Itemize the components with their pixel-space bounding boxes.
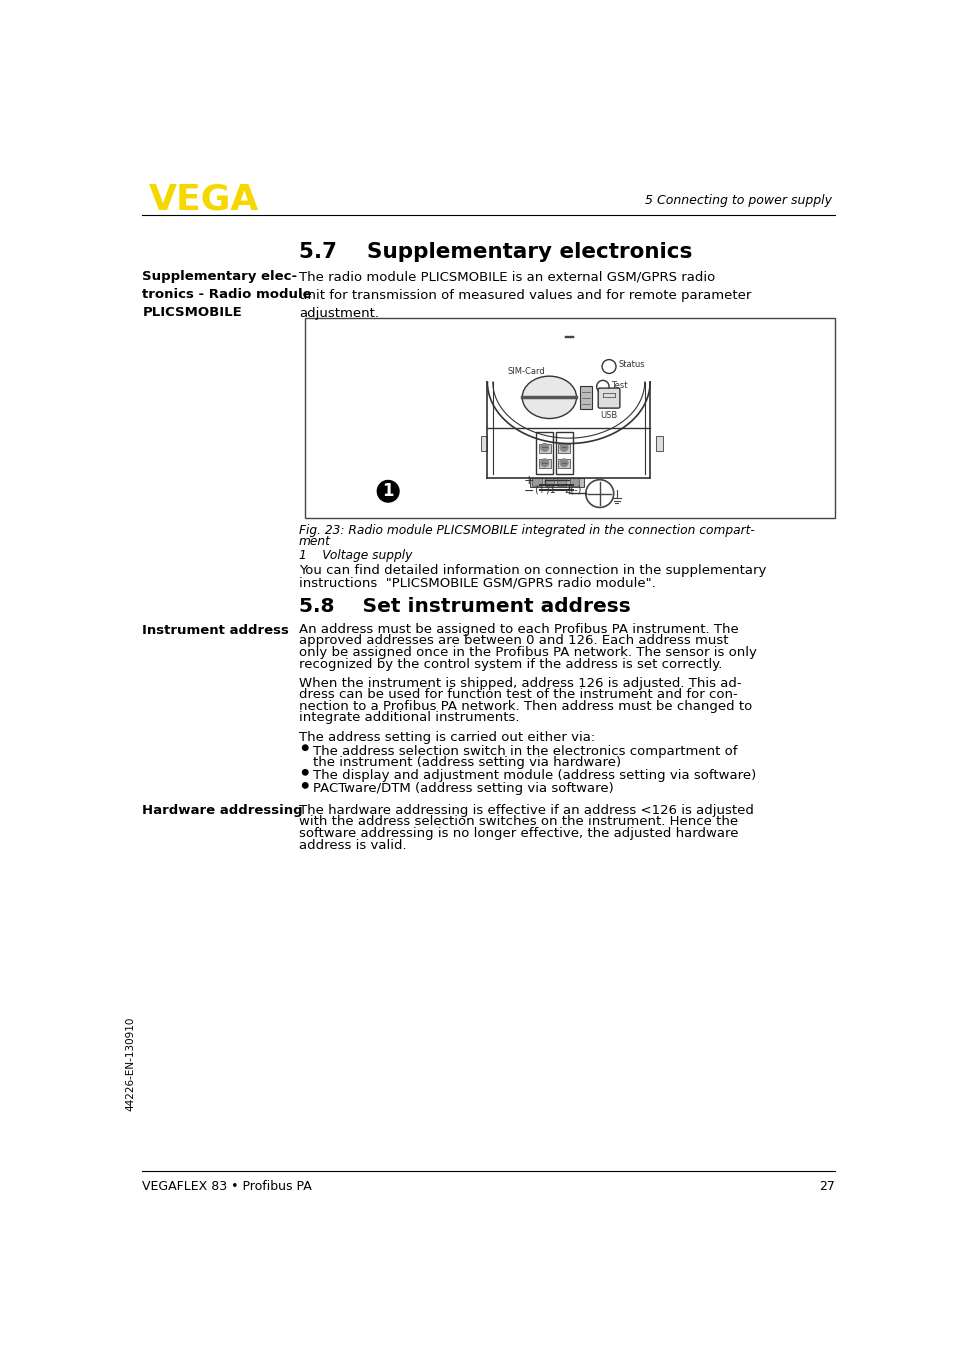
Text: Status: Status — [618, 360, 644, 370]
Text: Instrument address: Instrument address — [142, 624, 289, 638]
Text: The address setting is carried out either via:: The address setting is carried out eithe… — [298, 731, 595, 743]
Bar — [305, 318, 835, 519]
Text: 5.8    Set instrument address: 5.8 Set instrument address — [298, 597, 630, 616]
Text: software addressing is no longer effective, the adjusted hardware: software addressing is no longer effecti… — [298, 827, 738, 839]
Text: nection to a Profibus PA network. Then address must be changed to: nection to a Profibus PA network. Then a… — [298, 700, 752, 714]
Text: When the instrument is shipped, address 126 is adjusted. This ad-: When the instrument is shipped, address … — [298, 677, 740, 689]
Circle shape — [302, 745, 308, 750]
Circle shape — [302, 783, 308, 788]
Text: +: + — [522, 474, 534, 487]
Bar — [537, 459, 550, 468]
Circle shape — [559, 459, 567, 467]
Text: The display and adjustment module (address setting via software): The display and adjustment module (addre… — [313, 769, 756, 783]
Circle shape — [540, 444, 548, 451]
Text: dress can be used for function test of the instrument and for con-: dress can be used for function test of t… — [298, 688, 737, 701]
Text: The hardware addressing is effective if an address <126 is adjusted: The hardware addressing is effective if … — [298, 804, 753, 816]
Text: recognized by the control system if the address is set correctly.: recognized by the control system if the … — [298, 658, 721, 670]
Bar — [555, 432, 572, 474]
Ellipse shape — [521, 376, 576, 418]
Bar — [480, 436, 487, 451]
Text: Hardware addressing: Hardware addressing — [142, 804, 303, 816]
Bar — [537, 444, 550, 452]
Circle shape — [540, 459, 548, 467]
Text: instructions  "PLICSMOBILE GSM/GPRS radio module".: instructions "PLICSMOBILE GSM/GPRS radio… — [298, 577, 655, 590]
Circle shape — [559, 444, 567, 451]
Text: An address must be assigned to each Profibus PA instrument. The: An address must be assigned to each Prof… — [298, 623, 738, 636]
Circle shape — [377, 481, 398, 502]
Text: 2(-): 2(-) — [563, 485, 581, 494]
Text: The address selection switch in the electronics compartment of: The address selection switch in the elec… — [313, 745, 737, 758]
Text: (+)1: (+)1 — [534, 485, 555, 494]
Bar — [656, 436, 661, 451]
Text: The radio module PLICSMOBILE is an external GSM/GPRS radio
unit for transmission: The radio module PLICSMOBILE is an exter… — [298, 271, 751, 321]
Text: integrate additional instruments.: integrate additional instruments. — [298, 711, 519, 724]
Bar — [558, 459, 570, 468]
Text: Supplementary elec-
tronics - Radio module
PLICSMOBILE: Supplementary elec- tronics - Radio modu… — [142, 271, 312, 320]
Text: 27: 27 — [819, 1181, 835, 1193]
FancyBboxPatch shape — [598, 389, 619, 408]
Text: PACTware/DTM (address setting via software): PACTware/DTM (address setting via softwa… — [313, 783, 613, 795]
Text: 44226-EN-130910: 44226-EN-130910 — [126, 1017, 135, 1110]
Text: VEGA: VEGA — [149, 183, 259, 217]
Text: Test: Test — [611, 380, 627, 390]
Text: You can find detailed information on connection in the supplementary: You can find detailed information on con… — [298, 565, 765, 577]
Bar — [569, 478, 578, 486]
Bar — [557, 478, 566, 486]
Text: with the address selection switches on the instrument. Hence the: with the address selection switches on t… — [298, 815, 738, 829]
Text: address is valid.: address is valid. — [298, 838, 406, 852]
Text: SIM-Card: SIM-Card — [507, 367, 544, 375]
Circle shape — [302, 769, 308, 774]
Bar — [530, 478, 583, 487]
Bar — [558, 444, 570, 452]
Text: 1: 1 — [382, 482, 394, 500]
Bar — [536, 432, 553, 474]
Text: VEGAFLEX 83 • Profibus PA: VEGAFLEX 83 • Profibus PA — [142, 1181, 312, 1193]
Text: Fig. 23: Radio module PLICSMOBILE integrated in the connection compart-: Fig. 23: Radio module PLICSMOBILE integr… — [298, 524, 754, 538]
Bar — [579, 386, 592, 409]
Text: the instrument (address setting via hardware): the instrument (address setting via hard… — [313, 756, 620, 769]
Text: −: − — [523, 485, 534, 498]
Text: 1    Voltage supply: 1 Voltage supply — [298, 548, 412, 562]
Bar — [544, 478, 554, 486]
Text: 5 Connecting to power supply: 5 Connecting to power supply — [644, 195, 831, 207]
Bar — [532, 478, 541, 486]
Text: approved addresses are between 0 and 126. Each address must: approved addresses are between 0 and 126… — [298, 635, 728, 647]
Text: only be assigned once in the Profibus PA network. The sensor is only: only be assigned once in the Profibus PA… — [298, 646, 756, 659]
Text: USB: USB — [599, 412, 617, 420]
Text: ment: ment — [298, 535, 331, 548]
Text: 5.7    Supplementary electronics: 5.7 Supplementary electronics — [298, 242, 692, 261]
